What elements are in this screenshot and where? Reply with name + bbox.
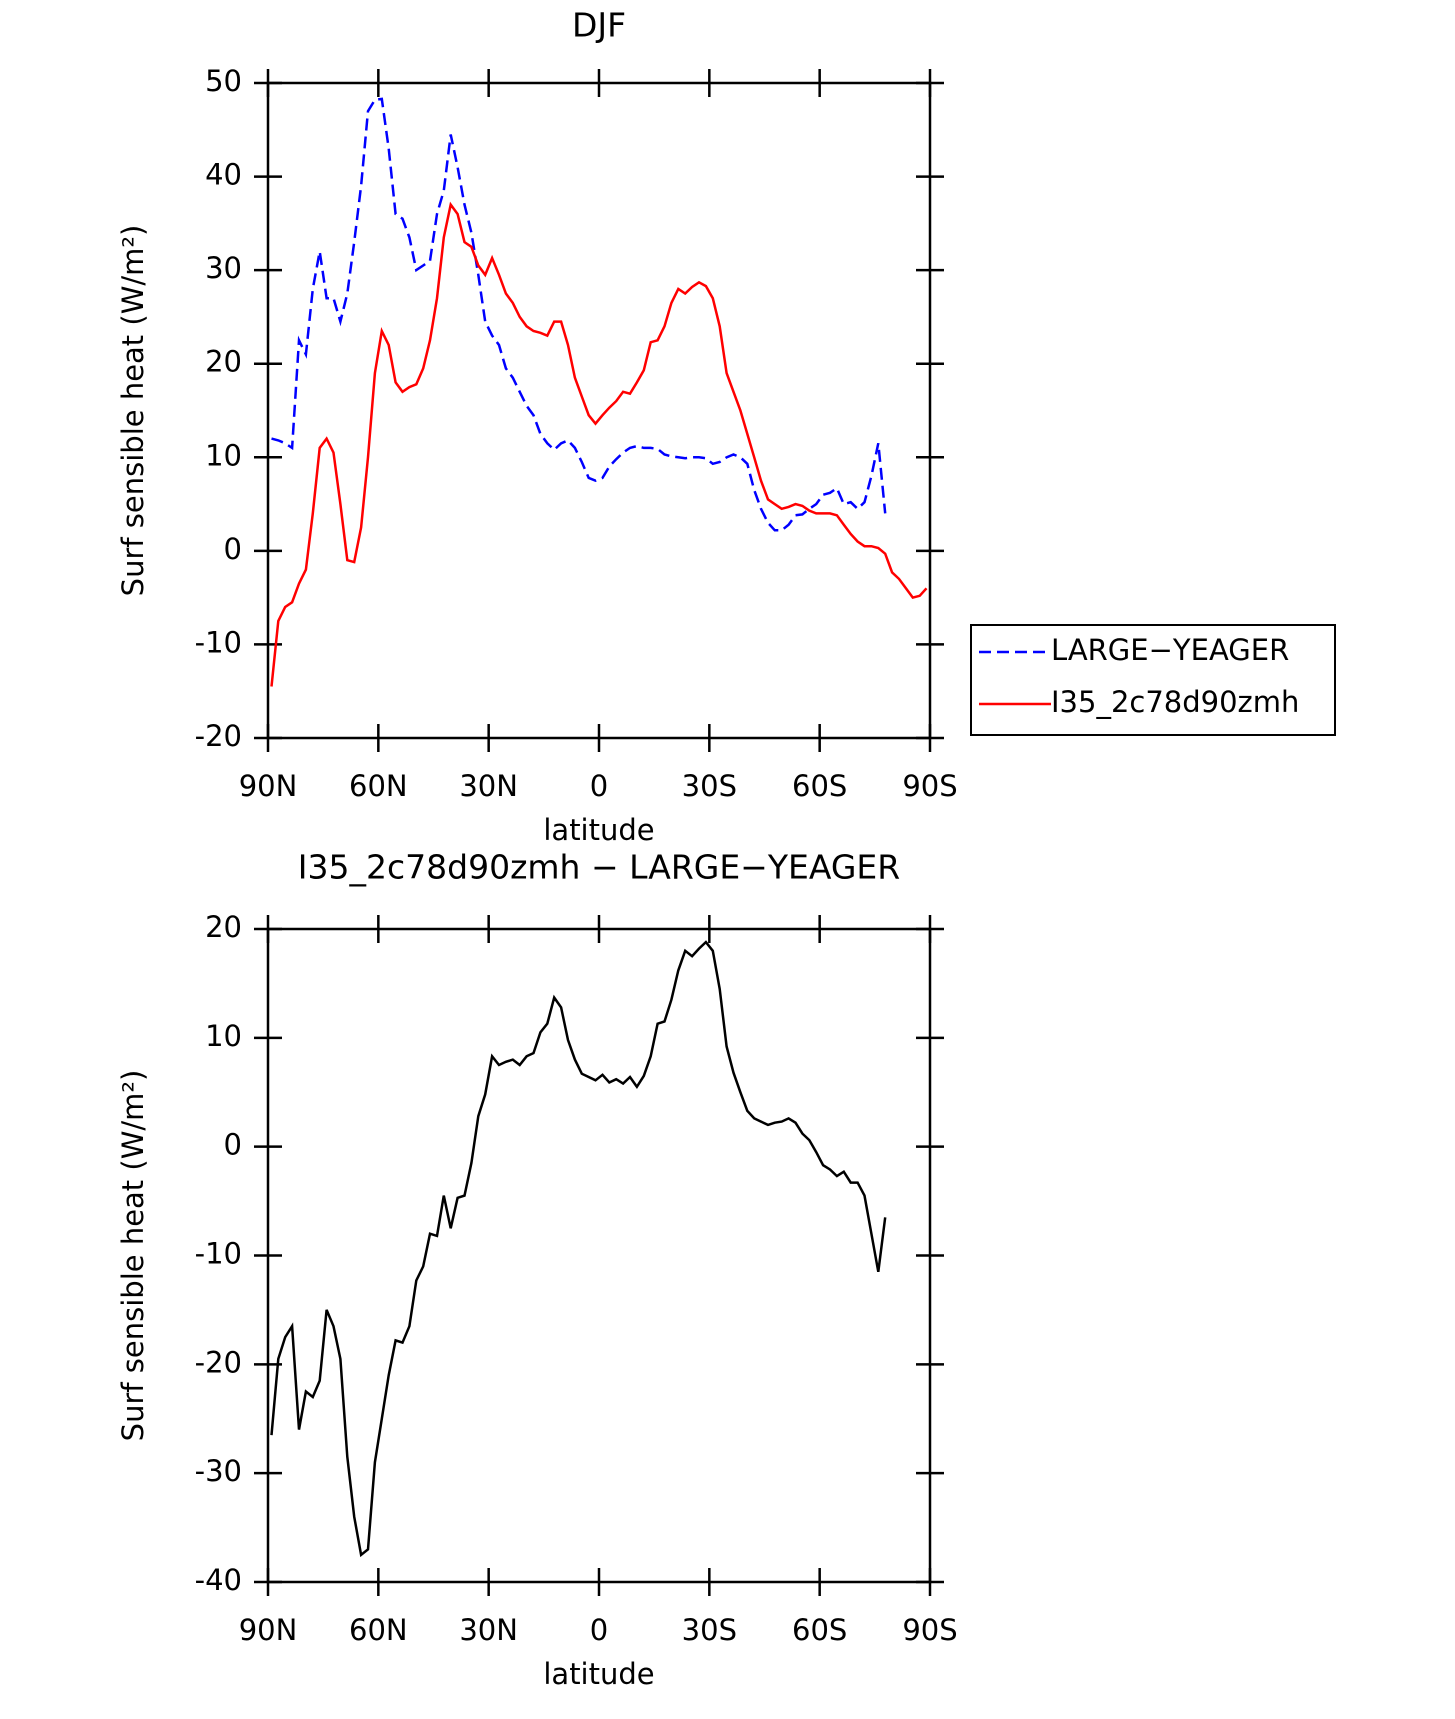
legend-label: LARGE−YEAGER [1051,633,1289,667]
y-tick-label: -10 [195,1237,242,1271]
data-line [270,201,928,687]
y-axis-label: Surf sensible heat (W/m²) [116,1070,150,1442]
chart-panel: DJF latitude Surf sensible heat (W/m²) 90N 6… [116,6,1336,847]
y-tick-label: 10 [205,438,242,472]
y-tick-label: 0 [224,532,242,566]
legend: LARGE−YEAGER I35_2c78d90zmh [970,624,1336,736]
chart-title: DJF [572,6,626,45]
x-tick-label: 60S [792,1613,847,1647]
data-line [271,97,887,532]
x-tick-label: 60N [349,769,408,803]
x-tick-label: 30S [682,769,737,803]
x-tick-label: 60N [349,1613,408,1647]
x-tick-label: 90S [902,769,957,803]
plot-frame [266,81,932,740]
y-tick-label: 20 [205,910,242,944]
y-axis-label: Surf sensible heat (W/m²) [116,225,150,597]
chart-panel: I35_2c78d90zmh − LARGE−YEAGER latitude Sur… [116,848,958,1692]
x-tick-label: 30S [682,1613,737,1647]
y-tick-label: -20 [195,719,242,753]
legend-box [970,624,1336,736]
y-tick-label: -30 [195,1454,242,1488]
y-tick-label: 20 [205,345,242,379]
y-tick-label: -40 [195,1563,242,1597]
x-tick-label: 0 [590,1613,608,1647]
y-tick-label: -10 [195,625,242,659]
x-tick-label: 60S [792,769,847,803]
x-tick-label: 90N [239,769,298,803]
legend-label: I35_2c78d90zmh [1051,685,1299,719]
y-tick-label: 0 [224,1128,242,1162]
y-tick-label: 30 [205,251,242,285]
y-tick-label: 40 [205,158,242,192]
x-axis-label: latitude [543,813,654,847]
y-tick-label: 10 [205,1019,242,1053]
x-axis-label: latitude [543,1657,654,1691]
plot-frame [266,927,932,1584]
y-tick-label: -20 [195,1345,242,1379]
chart-title: I35_2c78d90zmh − LARGE−YEAGER [298,848,900,887]
data-line [270,940,887,1558]
x-tick-label: 90N [239,1613,298,1647]
x-tick-label: 30N [459,1613,518,1647]
y-tick-label: 50 [205,64,242,98]
x-tick-label: 90S [902,1613,957,1647]
x-tick-label: 0 [590,769,608,803]
x-tick-label: 30N [459,769,518,803]
